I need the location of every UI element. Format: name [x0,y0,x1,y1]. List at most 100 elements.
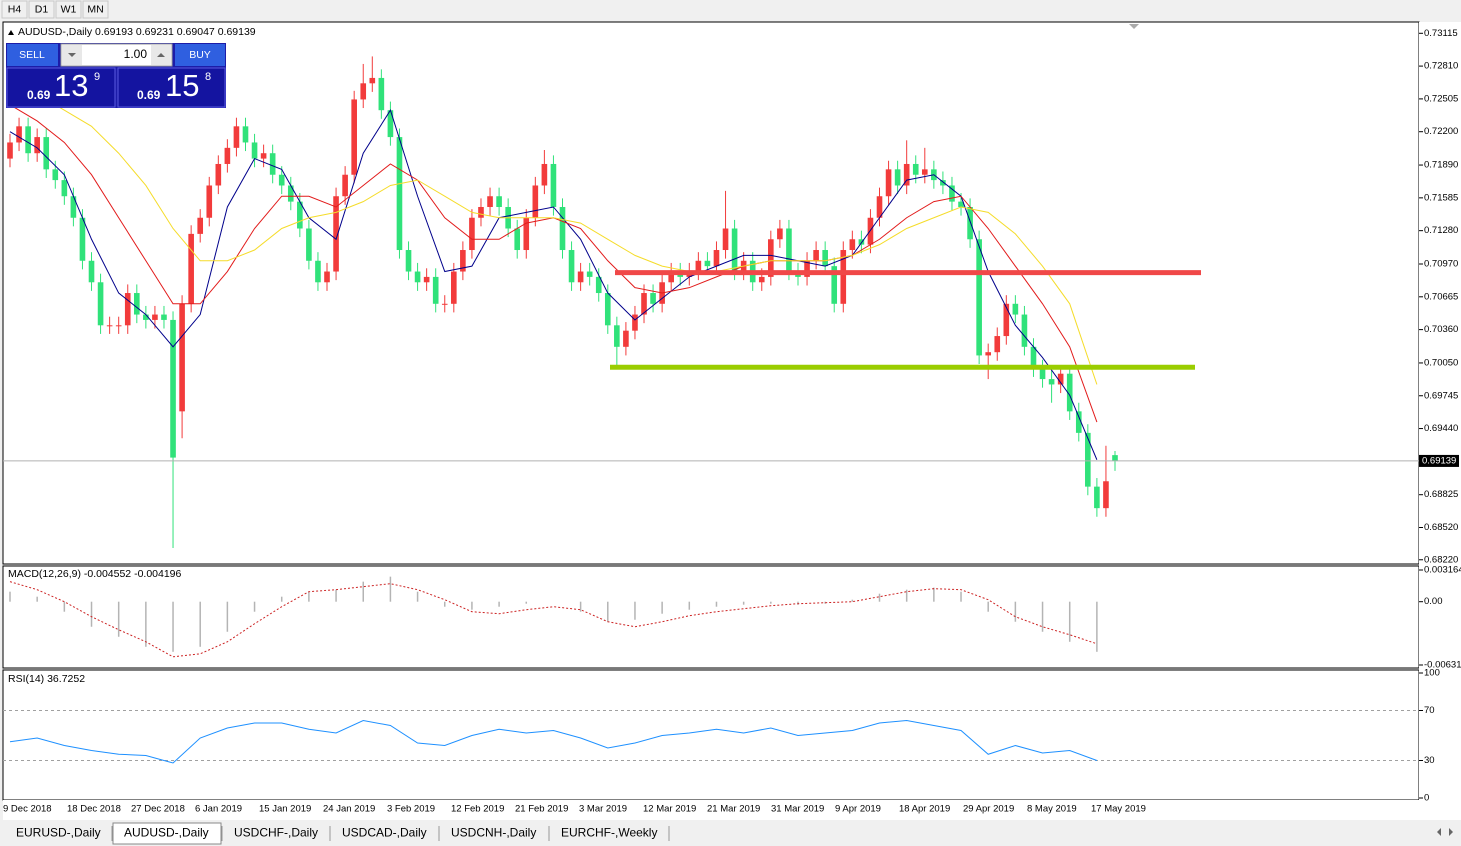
candle-body [550,163,557,207]
x-tick-label: 31 Mar 2019 [771,804,824,815]
x-tick-label: 29 Apr 2019 [963,804,1014,815]
tab-scroll-left[interactable] [1437,828,1441,836]
candle-body [133,293,140,315]
x-tick-label: 8 May 2019 [1027,804,1077,815]
y-tick-label: 0.72505 [1424,93,1458,104]
candle-body [985,352,992,356]
x-tick-label: 12 Mar 2019 [643,804,696,815]
candle-body [179,303,185,412]
candle-body [441,303,448,305]
sell-point: 9 [94,71,100,83]
candle-body [287,185,294,202]
candle-body [532,185,539,218]
candle-body [315,260,321,283]
timeframe-button[interactable] [1,0,28,19]
y-tick-label: 0.68825 [1424,489,1458,500]
tab-scroll-right[interactable] [1449,828,1453,836]
candle-body [387,110,394,138]
candle-body [831,266,838,304]
x-tick-label: 21 Feb 2019 [515,804,568,815]
candle-body [768,239,774,277]
sell-button[interactable] [7,44,58,66]
timeframe-button[interactable] [28,0,55,19]
y-tick-label: 0.70970 [1424,259,1458,270]
collapse-icon[interactable] [8,30,14,35]
timeframe-button[interactable] [82,0,109,19]
tab-label[interactable]: AUDUSD-,Daily [124,826,209,840]
sell-pips: 13 [54,68,88,103]
candle-body [758,276,765,283]
candle-body [885,169,892,197]
moving-average [9,82,1098,385]
tab[interactable] [223,823,329,844]
y-tick-label: 30 [1424,755,1435,766]
high: 0.69231 [136,26,174,38]
sell-price[interactable] [6,67,116,108]
candle-body [269,153,276,175]
candle-body [623,330,629,347]
lot-value[interactable]: 1.00 [124,47,148,61]
x-tick-label: 17 May 2019 [1091,804,1146,815]
buy-price[interactable] [117,67,226,108]
timeframe-label[interactable]: MN [87,3,103,15]
candle-body [1066,373,1073,412]
candle-body [34,137,40,154]
tab-label[interactable]: EURUSD-,Daily [16,826,101,840]
candle-body [124,293,131,326]
candle-body [514,228,521,251]
y-tick-label: 0.70665 [1424,291,1458,302]
down-arrow [68,53,76,57]
candle-body [206,185,213,218]
candle-body [641,293,647,315]
tab-label[interactable]: USDCHF-,Daily [234,826,318,840]
timeframe-label[interactable]: D1 [35,3,49,15]
candle-body [949,185,955,202]
timeframe-label[interactable]: W1 [61,3,77,15]
candle-body [858,239,865,245]
buy-prefix: 0.69 [137,88,161,102]
timeframe-label[interactable]: H4 [8,3,22,15]
sell-label[interactable]: SELL [19,49,45,61]
y-tick-label: -0.006317 [1424,660,1461,671]
tab[interactable] [112,822,222,845]
x-tick-label: 3 Mar 2019 [579,804,627,815]
candle-body [577,271,584,283]
tab[interactable] [5,823,111,844]
x-tick-label: 27 Dec 2018 [131,804,185,815]
candle-body [595,276,602,294]
y-tick-label: 0.70360 [1424,324,1458,335]
tab[interactable] [331,823,438,844]
candle-body [1057,373,1064,385]
tab-label[interactable]: USDCAD-,Daily [342,826,427,840]
candle-body [143,314,149,320]
plots: 0.73115 0.72810 0.72505 0.72200 0.71890 0.715… [3,28,1461,815]
toolbar: H4 D1 W1 MN [0,0,1461,20]
buy-label[interactable]: BUY [189,49,211,61]
candle-body [921,169,928,175]
y-tick-label: 0.73115 [1424,28,1458,39]
time-axis [3,800,1461,820]
candle-body [414,271,421,283]
tab-label[interactable]: USDCNH-,Daily [451,826,536,840]
candle-body [1094,486,1100,509]
candle-body [432,276,439,304]
tab[interactable] [440,823,548,844]
candle-body [1048,379,1055,385]
up-arrow [157,53,165,57]
tab[interactable] [550,823,668,844]
y-tick-label: 0.71890 [1424,160,1458,171]
buy-button[interactable] [175,44,225,66]
candle-body [586,271,593,277]
lot-input[interactable] [60,43,173,67]
candle-body [867,217,874,245]
buy-point: 8 [205,71,211,83]
tab-label[interactable]: EURCHF-,Weekly [561,826,657,840]
candle-body [967,206,973,240]
candle-body [849,239,856,251]
x-tick-label: 24 Jan 2019 [323,804,375,815]
candle-body [1039,368,1046,380]
x-tick-label: 12 Feb 2019 [451,804,504,815]
candle-body [161,314,167,320]
candle-body [215,163,222,186]
timeframe-button[interactable] [55,0,82,19]
